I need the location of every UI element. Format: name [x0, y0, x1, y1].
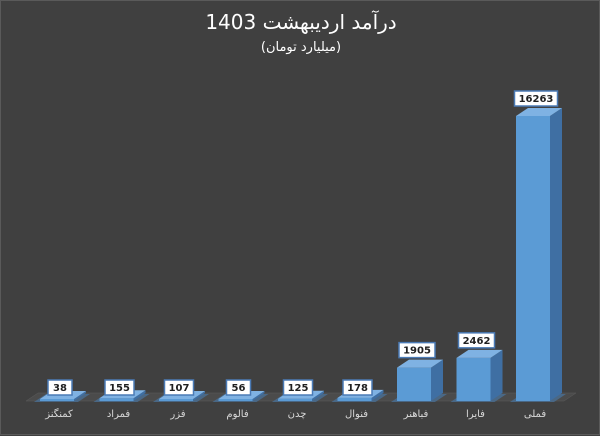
category-label: فایرا	[466, 409, 485, 420]
data-label-text: 155	[109, 383, 130, 394]
data-label: 155	[104, 379, 135, 396]
bar-side	[550, 108, 562, 401]
bar-top	[456, 349, 503, 358]
data-label: 2462	[457, 332, 496, 349]
data-label: 107	[163, 379, 195, 396]
bar	[153, 391, 209, 402]
data-label-box	[513, 90, 559, 107]
bar-front	[397, 367, 431, 401]
data-label-box	[282, 379, 314, 396]
bar-front	[40, 399, 74, 401]
data-label-text: 16263	[519, 94, 554, 105]
data-label-text: 38	[53, 383, 67, 394]
data-label: 16263	[513, 90, 559, 107]
category-label: چدن	[288, 409, 307, 420]
data-label-box	[104, 379, 135, 396]
bar-side	[193, 391, 205, 401]
category-label: فنوال	[345, 409, 368, 420]
bar-side	[252, 391, 265, 401]
bar-front	[218, 399, 253, 401]
bars-group	[34, 108, 566, 402]
bar-side	[431, 359, 443, 401]
chart-title: درآمد اردیبهشت 1403	[205, 9, 396, 34]
data-label-box	[398, 341, 436, 359]
data-label-text: 125	[288, 383, 309, 394]
data-label-box	[457, 332, 496, 349]
data-label: 178	[342, 379, 373, 396]
data-label: 1905	[398, 341, 436, 359]
data-label-box	[47, 379, 73, 396]
bar-front	[159, 399, 193, 401]
data-label-text: 1905	[403, 346, 431, 357]
bar-side	[371, 389, 384, 401]
bar-front	[456, 357, 491, 401]
data-labels-group: 38 155 107 56 125 178 1905 2462 16263	[47, 90, 559, 396]
data-label-text: 178	[347, 383, 368, 394]
category-labels-group: کمنگنز فمراد فزر فالوم چدن فنوال فباهنر فایرا فم…	[44, 408, 546, 420]
data-label: 125	[282, 379, 314, 396]
bar-top	[397, 359, 443, 368]
bar-front	[337, 397, 372, 401]
bar-top	[516, 108, 562, 116]
bar-front	[278, 398, 312, 401]
bar-side	[312, 390, 324, 401]
data-label-box	[342, 379, 373, 396]
data-label-text: 107	[169, 383, 190, 394]
data-label: 38	[47, 379, 73, 396]
category-label: فباهنر	[403, 409, 429, 420]
category-label: فالوم	[226, 409, 248, 420]
bar-side	[133, 390, 146, 401]
data-label-box	[225, 379, 252, 396]
chart-subtitle: (میلیارد تومان)	[261, 40, 341, 55]
bar	[510, 108, 566, 402]
bar	[450, 349, 507, 402]
category-label: فمراد	[107, 409, 131, 420]
bar-front	[99, 398, 134, 401]
data-label-text: 2462	[463, 336, 491, 347]
bar-front	[516, 116, 550, 401]
data-label: 56	[225, 379, 252, 396]
category-label: کمنگنز	[44, 408, 73, 420]
bar-side	[74, 391, 86, 401]
category-label: فزر	[169, 409, 185, 420]
bar	[391, 359, 447, 402]
category-label: فملی	[524, 409, 546, 420]
data-label-text: 56	[232, 383, 246, 394]
bar-side	[490, 349, 503, 401]
data-label-box	[163, 379, 195, 396]
